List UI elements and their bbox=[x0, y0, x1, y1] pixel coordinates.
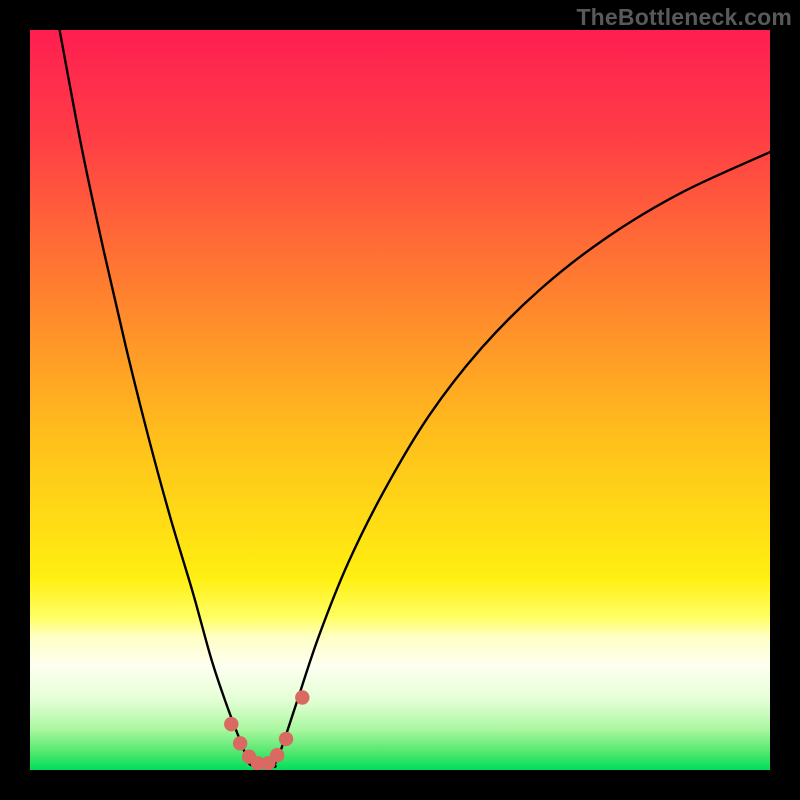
valley-marker bbox=[295, 690, 309, 704]
chart-frame: TheBottleneck.com bbox=[0, 0, 800, 800]
plot-area bbox=[30, 30, 770, 770]
bottleneck-curve-chart bbox=[30, 30, 770, 770]
valley-marker bbox=[233, 736, 247, 750]
valley-marker bbox=[279, 732, 293, 746]
valley-marker bbox=[224, 717, 238, 731]
valley-marker bbox=[270, 748, 284, 762]
watermark-text: TheBottleneck.com bbox=[576, 4, 792, 31]
gradient-background bbox=[30, 30, 770, 770]
